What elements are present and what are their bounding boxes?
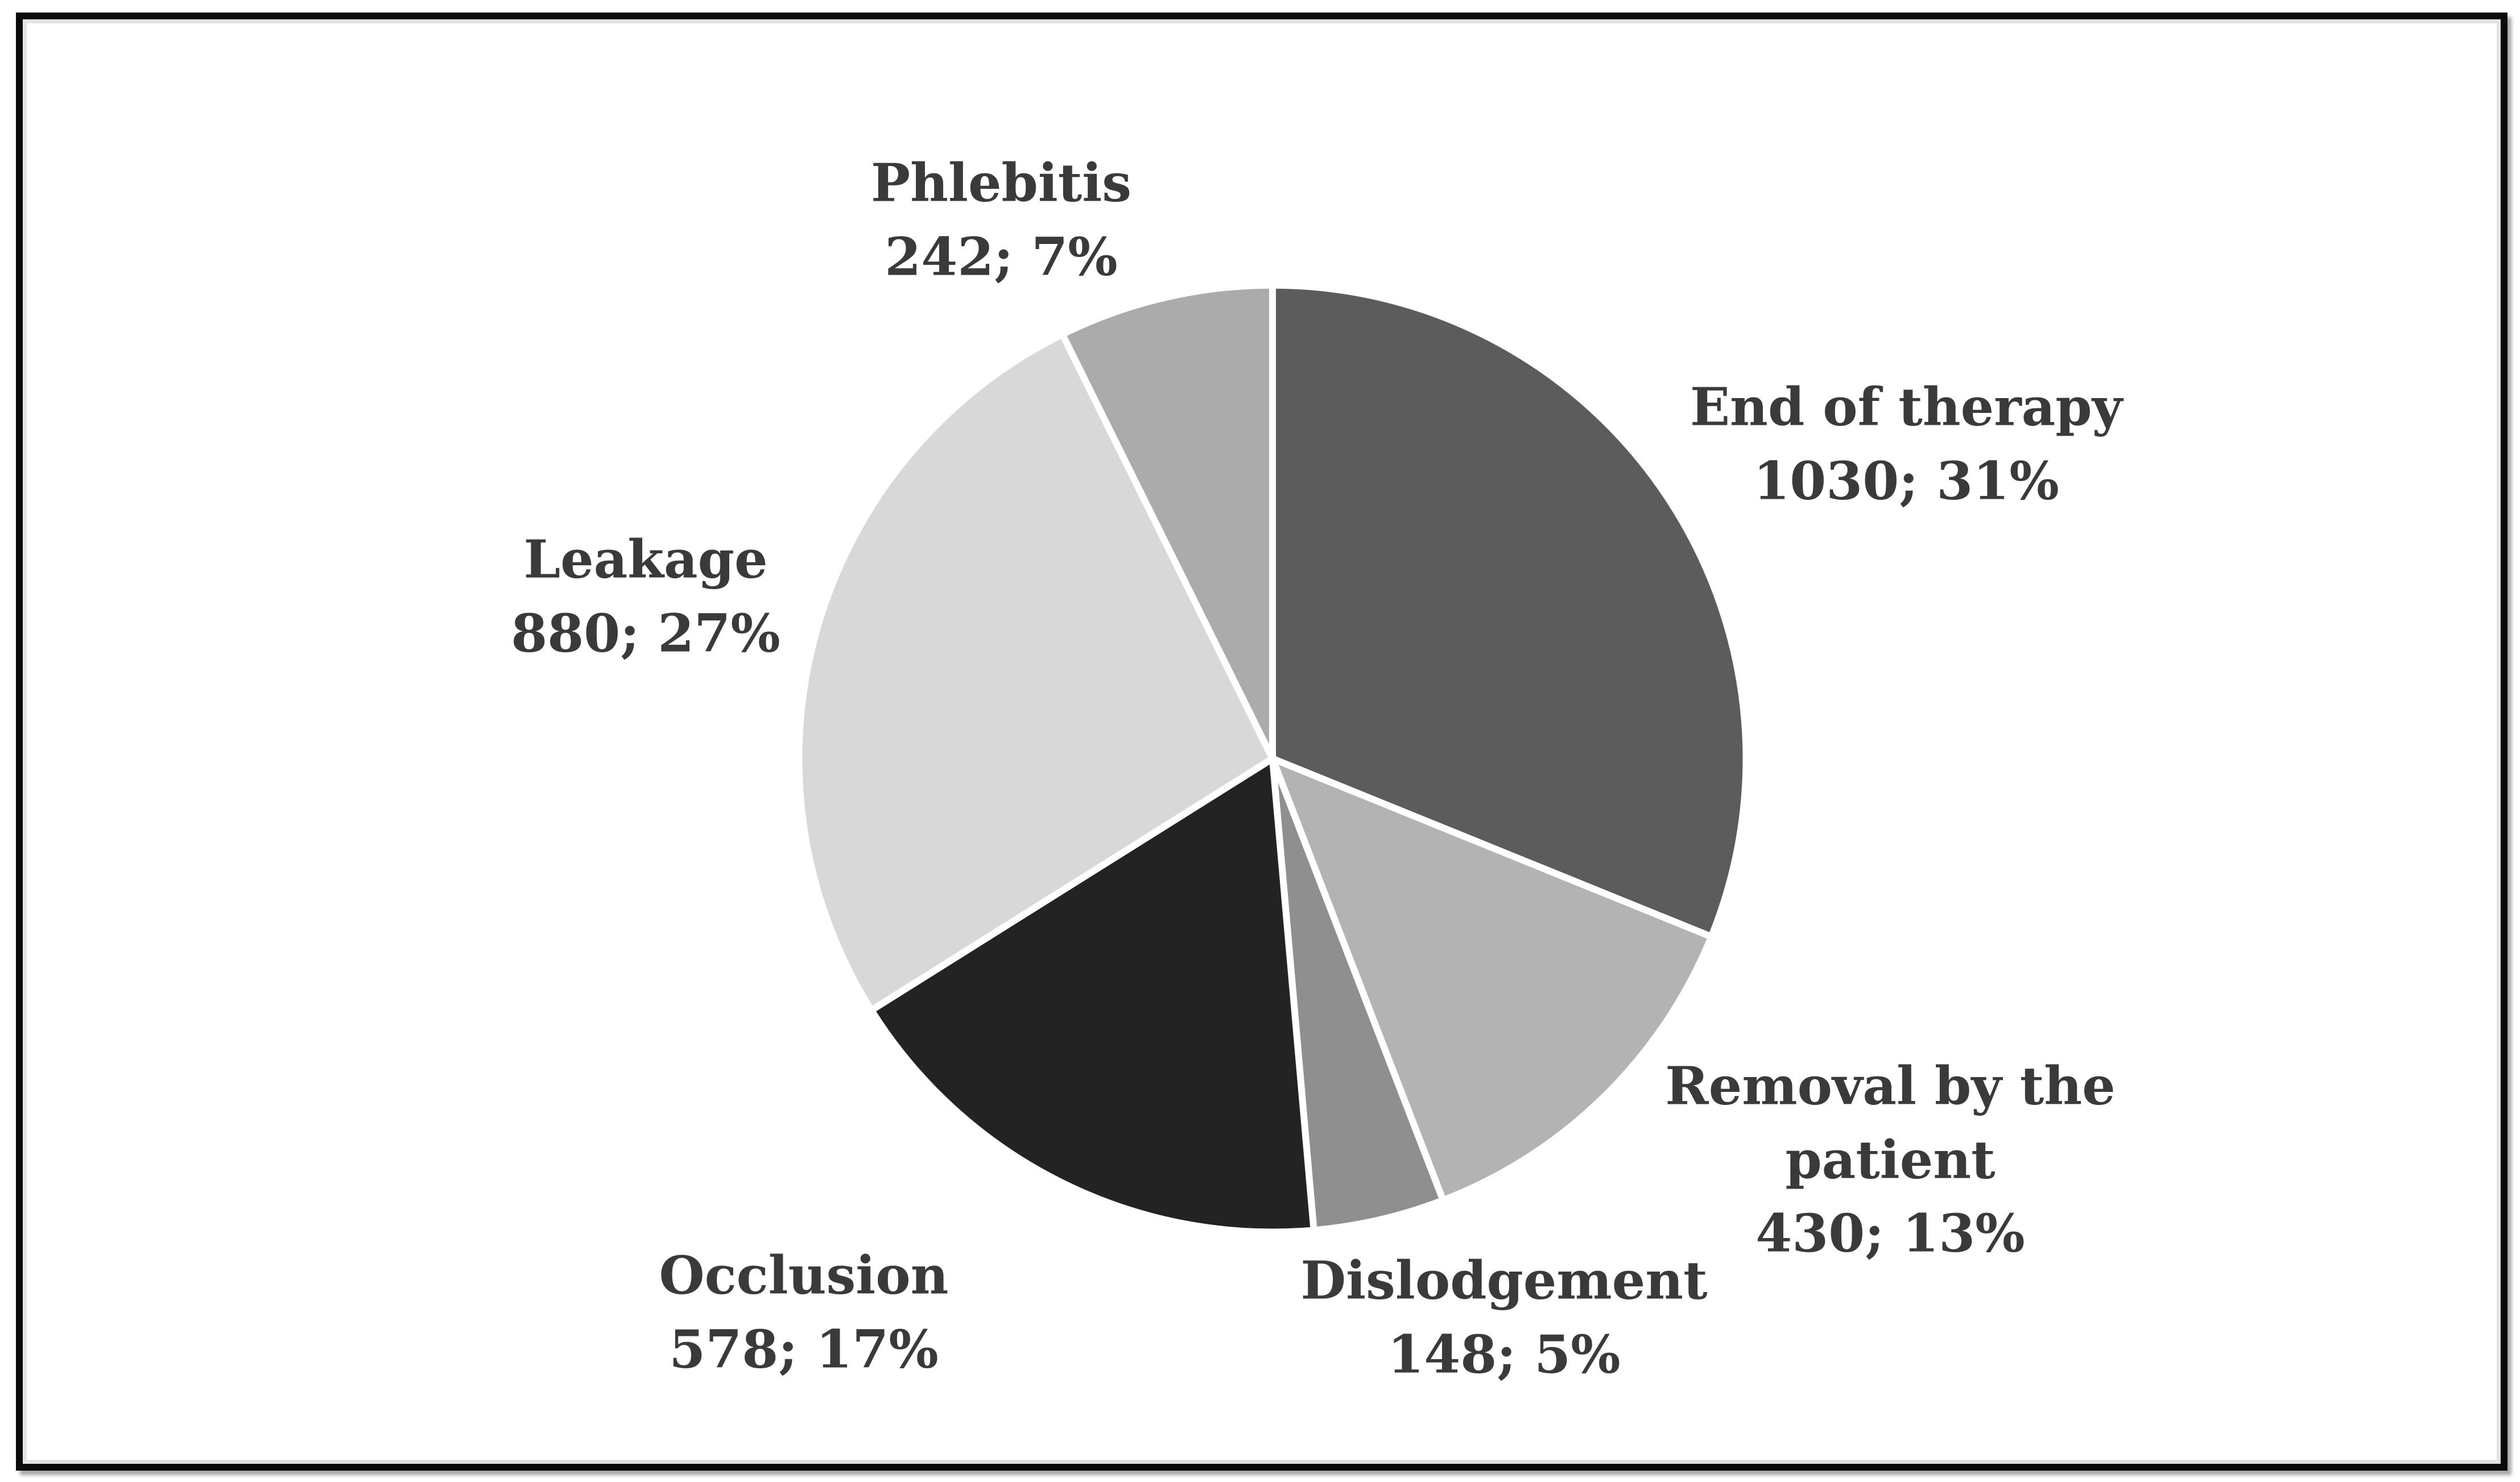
slice-value-end-of-therapy: 1030; 31%	[1753, 450, 2059, 511]
slice-label-dislodgement: Dislodgement 148; 5%	[1300, 1244, 1707, 1391]
slice-value-phlebitis: 242; 7%	[885, 226, 1118, 287]
pie-slice-end-of-therapy	[1269, 282, 1750, 941]
slice-category-occlusion: Occlusion	[659, 1244, 949, 1306]
slice-label-removal-by-the-patient: Removal by the patient 430; 13%	[1634, 1049, 2146, 1270]
pie-chart	[795, 282, 1750, 1236]
pie-slice-leakage	[795, 329, 1277, 1015]
slice-category-removal-by-the-patient: Removal by the patient	[1665, 1055, 2116, 1191]
slice-label-end-of-therapy: End of therapy 1030; 31%	[1690, 370, 2122, 518]
slice-value-removal-by-the-patient: 430; 13%	[1755, 1202, 2025, 1264]
slice-label-phlebitis: Phlebitis 242; 7%	[871, 146, 1131, 293]
slice-value-dislodgement: 148; 5%	[1387, 1323, 1621, 1385]
slice-label-occlusion: Occlusion 578; 17%	[659, 1239, 948, 1386]
slice-category-end-of-therapy: End of therapy	[1689, 376, 2123, 438]
pie-slice-dislodgement	[1269, 757, 1448, 1234]
slice-category-phlebitis: Phlebitis	[870, 152, 1132, 214]
slice-value-occlusion: 578; 17%	[669, 1318, 939, 1380]
slice-category-dislodgement: Dislodgement	[1300, 1249, 1708, 1311]
slice-label-leakage: Leakage 880; 27%	[511, 523, 780, 670]
pie-slice-occlusion	[866, 752, 1318, 1236]
pie-slice-removal-by-the-patient	[1266, 752, 1716, 1205]
slice-category-leakage: Leakage	[523, 528, 768, 590]
figure-frame: End of therapy 1030; 31% Removal by the …	[16, 13, 2507, 1471]
pie-slice-phlebitis	[1057, 282, 1276, 760]
slice-value-leakage: 880; 27%	[511, 602, 780, 664]
